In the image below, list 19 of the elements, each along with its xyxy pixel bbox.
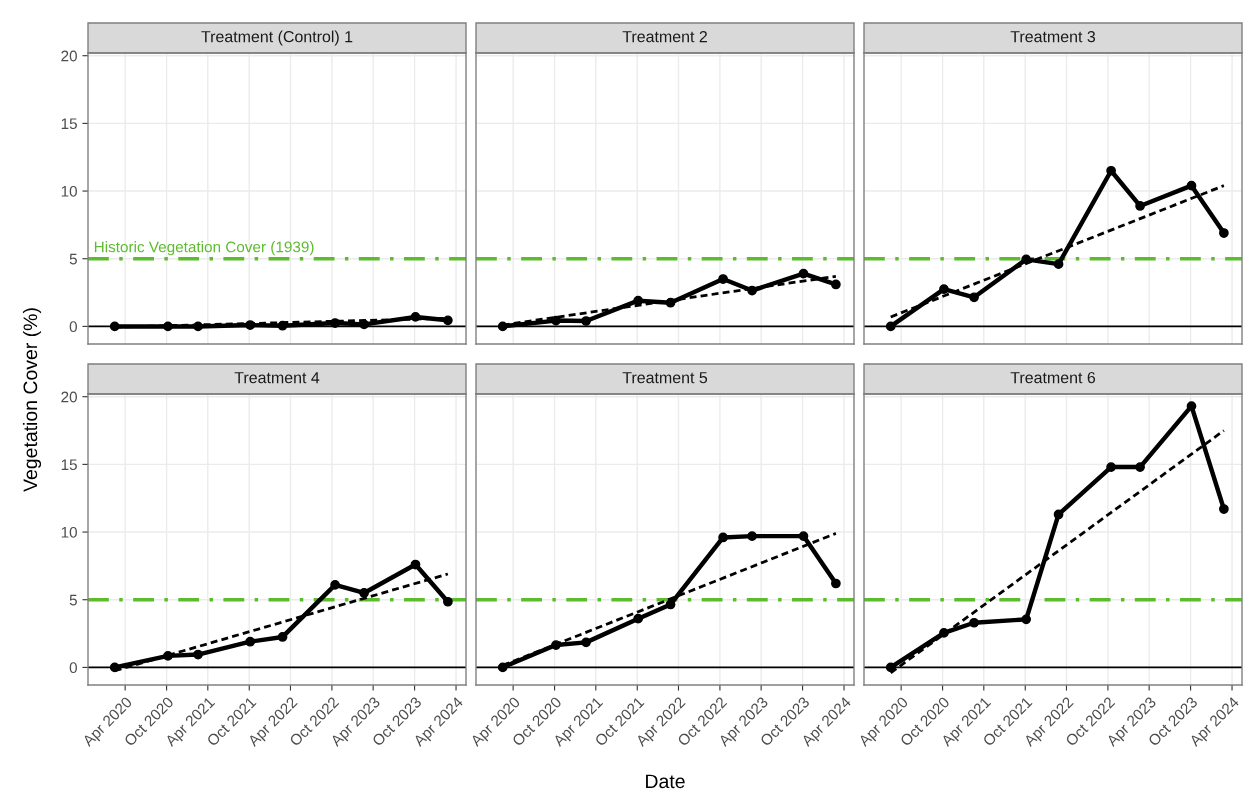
- y-tick-label: 10: [61, 185, 77, 197]
- y-tick-label: 0: [69, 321, 77, 333]
- chart-title: Treatment 4: [234, 372, 320, 384]
- ref-line-label: Historic Vegetation Cover (1939): [94, 241, 314, 256]
- chart-title: Treatment (Control) 1: [201, 30, 353, 46]
- y-tick-label: 10: [61, 526, 77, 538]
- y-tick-label: 15: [61, 118, 77, 130]
- y-tick-label: 5: [69, 253, 77, 265]
- y-tick-label: 20: [61, 50, 77, 62]
- y-tick-label: 0: [69, 662, 77, 674]
- chart-title: Treatment 5: [622, 372, 708, 384]
- y-tick-label: 5: [69, 594, 77, 606]
- chart-title: Treatment 6: [1010, 371, 1096, 384]
- chart-title: Treatment 3: [1010, 30, 1096, 43]
- chart-title: Treatment 2: [622, 30, 707, 43]
- y-tick-label: 15: [61, 459, 77, 471]
- y-tick-label: 20: [61, 391, 77, 403]
- x-axis-title: Date: [646, 774, 685, 789]
- y-axis-title: Vegetation Cover (%): [22, 308, 42, 492]
